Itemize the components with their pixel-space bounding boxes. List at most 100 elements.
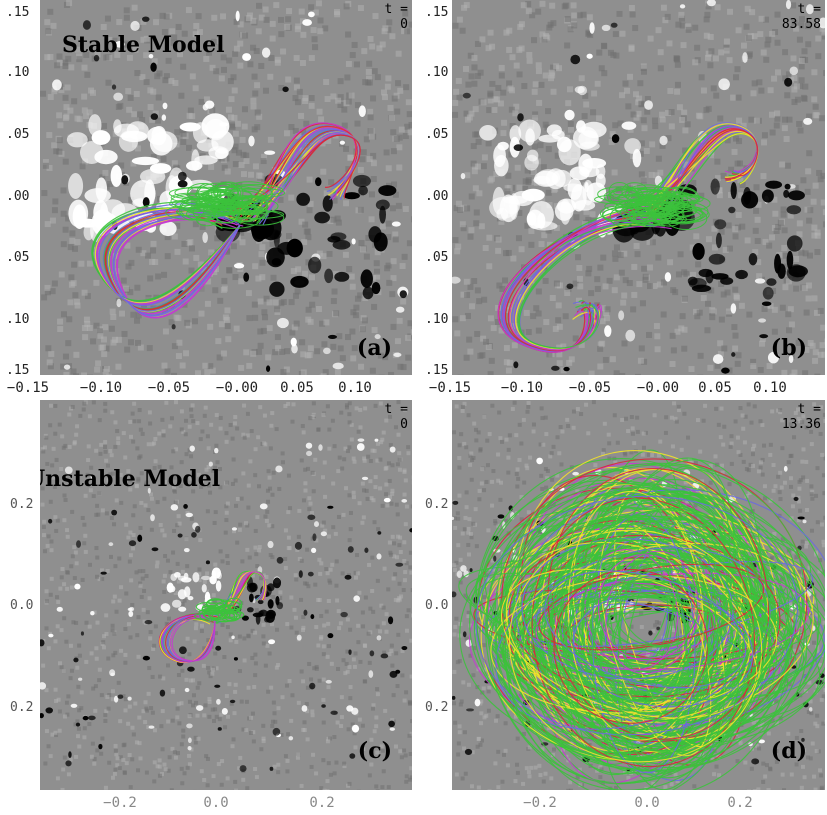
granulation-speck [553, 225, 560, 232]
granulation-speck [612, 122, 619, 129]
granulation-speck [44, 221, 51, 228]
granulation-speck [363, 679, 368, 684]
granulation-speck [303, 120, 310, 127]
granulation-speck [250, 711, 255, 716]
granulation-speck [271, 700, 276, 705]
granulation-speck [586, 431, 591, 436]
granulation-speck [743, 414, 748, 419]
granulation-speck [490, 503, 495, 508]
granulation-speck [250, 103, 257, 110]
granulation-speck [347, 445, 352, 450]
granulation-speck [632, 91, 639, 98]
granulation-speck [402, 558, 407, 563]
granulation-speck [263, 663, 268, 668]
granulation-speck [219, 782, 224, 787]
granulation-speck [137, 741, 142, 746]
granulation-speck [272, 299, 279, 306]
negative-flux-patch [266, 365, 271, 372]
negative-flux-patch [741, 191, 759, 209]
granulation-speck [775, 223, 782, 230]
granulation-speck [595, 789, 600, 790]
granulation-speck [58, 87, 65, 94]
granulation-speck [368, 133, 375, 140]
granulation-speck [583, 490, 588, 495]
granulation-speck [101, 351, 108, 358]
granulation-speck [233, 45, 240, 52]
granulation-speck [81, 324, 88, 331]
granulation-speck [708, 463, 713, 468]
granulation-speck [816, 749, 821, 754]
granulation-speck [486, 107, 493, 114]
granulation-speck [72, 292, 79, 299]
granulation-speck [810, 496, 815, 501]
granulation-speck [807, 207, 814, 214]
granulation-speck [385, 234, 392, 241]
granulation-speck [131, 439, 136, 444]
granulation-speck [578, 783, 583, 788]
granulation-speck [768, 498, 773, 503]
granulation-speck [291, 324, 298, 331]
positive-flux-patch [259, 503, 268, 510]
granulation-speck [165, 57, 172, 64]
granulation-speck [137, 569, 142, 574]
granulation-speck [296, 534, 301, 539]
positive-flux-patch [320, 531, 328, 537]
granulation-speck [109, 515, 114, 520]
granulation-speck [772, 210, 779, 217]
granulation-speck [622, 277, 629, 284]
granulation-speck [255, 515, 260, 520]
granulation-speck [304, 702, 309, 707]
field-line [165, 615, 221, 663]
granulation-speck [208, 249, 215, 256]
granulation-speck [394, 108, 401, 115]
negative-flux-patch [40, 639, 45, 647]
granulation-speck [280, 298, 287, 305]
granulation-speck [484, 713, 489, 718]
granulation-speck [464, 312, 471, 319]
granulation-speck [155, 94, 162, 101]
granulation-speck [528, 241, 535, 248]
granulation-speck [543, 466, 548, 471]
granulation-speck [543, 415, 548, 420]
positive-flux-patch [186, 723, 193, 729]
granulation-speck [564, 42, 571, 49]
granulation-speck [352, 459, 357, 464]
positive-flux-patch [149, 163, 172, 174]
granulation-speck [268, 486, 273, 491]
granulation-speck [694, 44, 701, 51]
granulation-speck [621, 340, 628, 347]
granulation-speck [674, 55, 681, 62]
granulation-speck [177, 721, 182, 726]
granulation-speck [467, 52, 474, 59]
granulation-speck [373, 260, 380, 267]
granulation-speck [568, 356, 575, 363]
positive-flux-patch [128, 610, 134, 617]
granulation-speck [145, 610, 150, 615]
granulation-speck [353, 575, 358, 580]
granulation-speck [286, 8, 293, 15]
granulation-speck [375, 441, 380, 446]
granulation-speck [319, 614, 324, 619]
granulation-speck [103, 365, 110, 372]
granulation-speck [794, 555, 799, 560]
granulation-speck [531, 37, 538, 44]
granulation-speck [317, 28, 324, 35]
granulation-speck [317, 17, 324, 24]
granulation-speck [328, 736, 333, 741]
negative-flux-patch [310, 614, 315, 620]
granulation-speck [270, 719, 275, 724]
granulation-speck [283, 366, 290, 373]
granulation-speck [639, 611, 644, 616]
granulation-speck [406, 111, 412, 118]
granulation-speck [147, 104, 154, 111]
positive-flux-patch [201, 575, 211, 581]
granulation-speck [238, 162, 245, 169]
granulation-speck [235, 540, 240, 545]
granulation-speck [349, 422, 354, 427]
granulation-speck [378, 401, 383, 406]
granulation-speck [311, 489, 316, 494]
granulation-speck [516, 71, 523, 78]
negative-flux-patch [570, 54, 581, 65]
granulation-speck [189, 73, 196, 80]
granulation-speck [302, 270, 309, 277]
